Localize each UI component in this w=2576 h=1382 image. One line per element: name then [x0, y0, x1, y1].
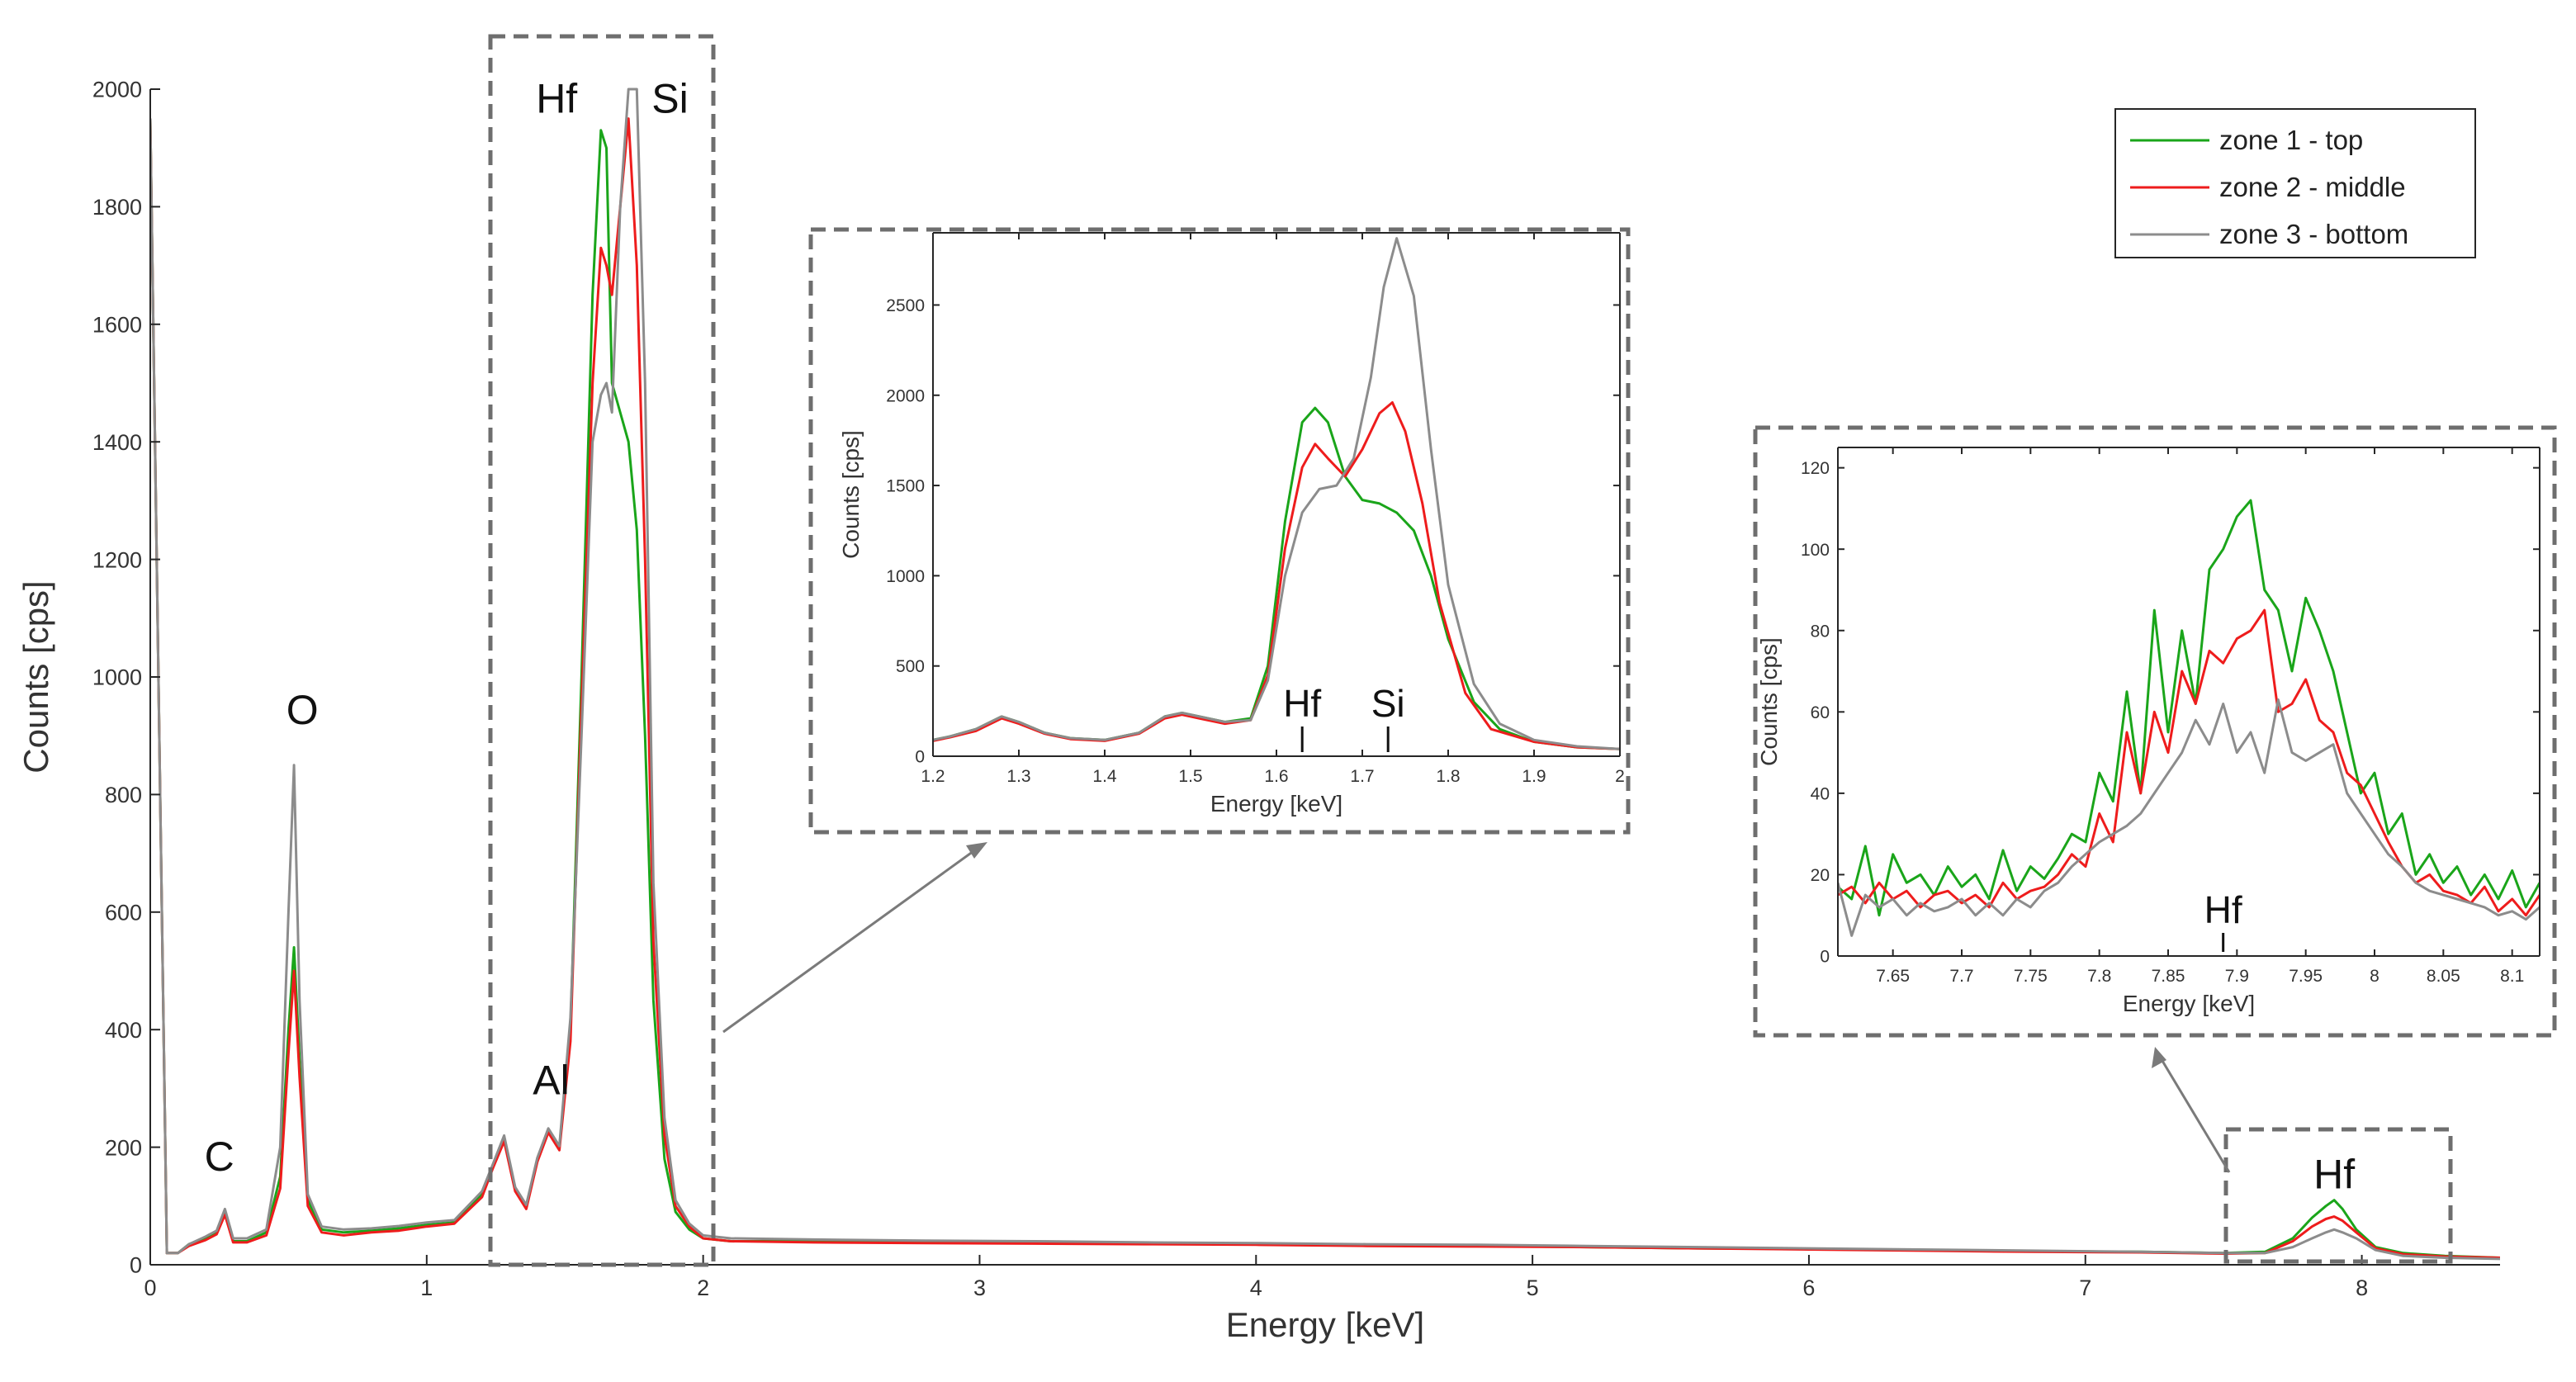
inset-si-hf-y-tick-label: 1500: [886, 477, 925, 496]
inset-hf-l-x-tick-label: 7.85: [2152, 967, 2185, 986]
inset-hf-l-series-zone-2: [1838, 608, 2540, 917]
inset-hf-l-x-tick-label: 7.7: [1949, 967, 1973, 986]
main-x-tick-label: 7: [2079, 1276, 2091, 1300]
inset-hf-l-x-tick-label: 8.1: [2500, 967, 2524, 986]
inset-hf-l-y-axis-label: Counts [cps]: [1756, 637, 1782, 766]
inset-si-hf-x-tick-label: 2: [1615, 767, 1625, 786]
inset-si-hf-x-tick-label: 1.6: [1264, 767, 1288, 786]
si-hf-inset-chart: 1.2 1.3 1.4 1.5 1.6 1.7 1.8 1.9 2 0 500 1000 1500 200…: [838, 232, 1625, 816]
si-hf-region-box: [488, 34, 716, 1267]
main-y-tick-label: 400: [105, 1018, 142, 1043]
main-element-label: O: [286, 687, 319, 733]
inset-hf-l-x-tick-label: 7.75: [2014, 967, 2048, 986]
region-highlight-boxes: [488, 34, 2453, 1267]
inset-hf-l-x-tick-label: 7.95: [2289, 967, 2323, 986]
si-hf-inset-frame: [808, 227, 1631, 835]
inset-hf-l-x-tick-label: 8: [2370, 967, 2379, 986]
main-x-tick-label: 3: [973, 1276, 986, 1300]
main-x-tick-label: 4: [1250, 1276, 1262, 1300]
inset-hf-l-x-tick-label: 8.05: [2427, 967, 2460, 986]
main-x-tick-label: 1: [420, 1276, 433, 1300]
main-series-group: [150, 88, 2500, 1261]
main-spectrum-chart: 0 1 2 3 4 5 6 7 80200400600800100012001400160018…: [17, 75, 2500, 1344]
inset-hf-l-marker-label: Hf: [2204, 888, 2242, 931]
inset-si-hf-marker-label: Si: [1371, 682, 1405, 725]
inset-si-hf-y-tick-label: 0: [915, 748, 925, 767]
arrow-head-hf-l-inset: [2152, 1047, 2166, 1068]
main-element-label: Al: [533, 1058, 569, 1104]
inset-hf-l-x-tick-label: 7.8: [2087, 967, 2111, 986]
main-x-axis-label: Energy [keV]: [1226, 1305, 1424, 1344]
main-x-tick-label: 0: [144, 1276, 156, 1300]
main-y-tick-label: 1800: [92, 195, 142, 220]
inset-si-hf-x-tick-label: 1.7: [1350, 767, 1374, 786]
legend-label-zone-1: zone 1 - top: [2219, 125, 2363, 155]
arrow-head-si-hf-inset: [966, 842, 987, 859]
inset-si-hf-y-tick-label: 1000: [886, 567, 925, 586]
hf-l-inset-chart: 7.65 7.7 7.75 7.8 7.85 7.9 7.95 8 8.05 8.1 0 20 40 60…: [1756, 447, 2540, 1016]
main-element-label: Hf: [536, 75, 577, 121]
inset-si-hf-series-zone-3: [933, 237, 1620, 750]
inset-si-hf-x-axis-label: Energy [keV]: [1210, 791, 1342, 816]
main-y-tick-label: 1600: [92, 313, 142, 338]
main-x-tick-label: 2: [697, 1276, 709, 1300]
main-element-label: Si: [651, 75, 688, 121]
inset-hf-l-series-zone-1: [1838, 499, 2540, 917]
inset-si-hf-y-tick-label: 2500: [886, 296, 925, 315]
inset-si-hf-y-tick-label: 500: [896, 657, 925, 676]
main-y-tick-label: 200: [105, 1135, 142, 1160]
hf-l-inset-border: [1753, 425, 2557, 1038]
inset-si-hf-x-tick-label: 1.3: [1006, 767, 1030, 786]
inset-hf-l-y-tick-label: 120: [1801, 459, 1830, 478]
inset-si-hf-x-tick-label: 1.9: [1522, 767, 1546, 786]
inset-hf-l-y-tick-label: 20: [1811, 866, 1830, 885]
main-x-tick-label: 6: [1802, 1276, 1815, 1300]
main-element-label: Hf: [2313, 1151, 2355, 1197]
inset-si-hf-y-axis-label: Counts [cps]: [838, 430, 864, 559]
hf-l-region-box: [2223, 1127, 2453, 1264]
legend: zone 1 - top zone 2 - middle zone 3 - bo…: [2114, 108, 2476, 258]
inset-hf-l-y-tick-label: 0: [1820, 948, 1830, 967]
legend-label-zone-3: zone 3 - bottom: [2219, 219, 2408, 249]
main-series-zone-3: [150, 88, 2500, 1261]
inset-hf-l-x-tick-label: 7.65: [1876, 967, 1910, 986]
inset-si-hf-x-tick-label: 1.5: [1178, 767, 1202, 786]
inset-si-hf-series-group: [933, 237, 1620, 750]
main-y-tick-label: 1200: [92, 547, 142, 572]
legend-box: [2114, 108, 2476, 258]
inset-hf-l-series-group: [1838, 499, 2540, 937]
legend-label-zone-2: zone 2 - middle: [2219, 172, 2406, 202]
main-y-axis-label: Counts [cps]: [17, 580, 55, 773]
inset-si-hf-marker-label: Hf: [1283, 682, 1321, 725]
main-y-tick-label: 2000: [92, 78, 142, 102]
main-element-label: C: [205, 1134, 234, 1180]
arrow-to-si-hf-inset: [722, 845, 980, 1034]
inset-hf-l-y-tick-label: 40: [1811, 784, 1830, 803]
inset-si-hf-y-tick-label: 2000: [886, 386, 925, 405]
inset-hf-l-y-tick-label: 60: [1811, 703, 1830, 722]
inset-hf-l-y-tick-label: 100: [1801, 541, 1830, 560]
hf-l-inset-frame: [1753, 425, 2557, 1038]
inset-si-hf-x-tick-label: 1.2: [921, 767, 945, 786]
inset-hf-l-series-zone-3: [1838, 698, 2540, 937]
main-y-tick-label: 800: [105, 783, 142, 807]
arrow-to-hf-l-inset: [2158, 1056, 2231, 1173]
main-x-tick-label: 8: [2356, 1276, 2368, 1300]
main-x-tick-label: 5: [1527, 1276, 1539, 1300]
inset-si-hf-x-tick-label: 1.8: [1436, 767, 1460, 786]
inset-si-hf-x-tick-label: 1.4: [1092, 767, 1117, 786]
inset-hf-l-x-tick-label: 7.9: [2225, 967, 2249, 986]
inset-hf-l-y-tick-label: 80: [1811, 622, 1830, 641]
main-y-tick-label: 0: [130, 1253, 142, 1278]
main-y-tick-label: 1000: [92, 665, 142, 690]
main-y-tick-label: 600: [105, 901, 142, 925]
si-hf-inset-border: [808, 227, 1631, 835]
main-y-tick-label: 1400: [92, 430, 142, 455]
inset-hf-l-x-axis-label: Energy [keV]: [2123, 991, 2255, 1016]
